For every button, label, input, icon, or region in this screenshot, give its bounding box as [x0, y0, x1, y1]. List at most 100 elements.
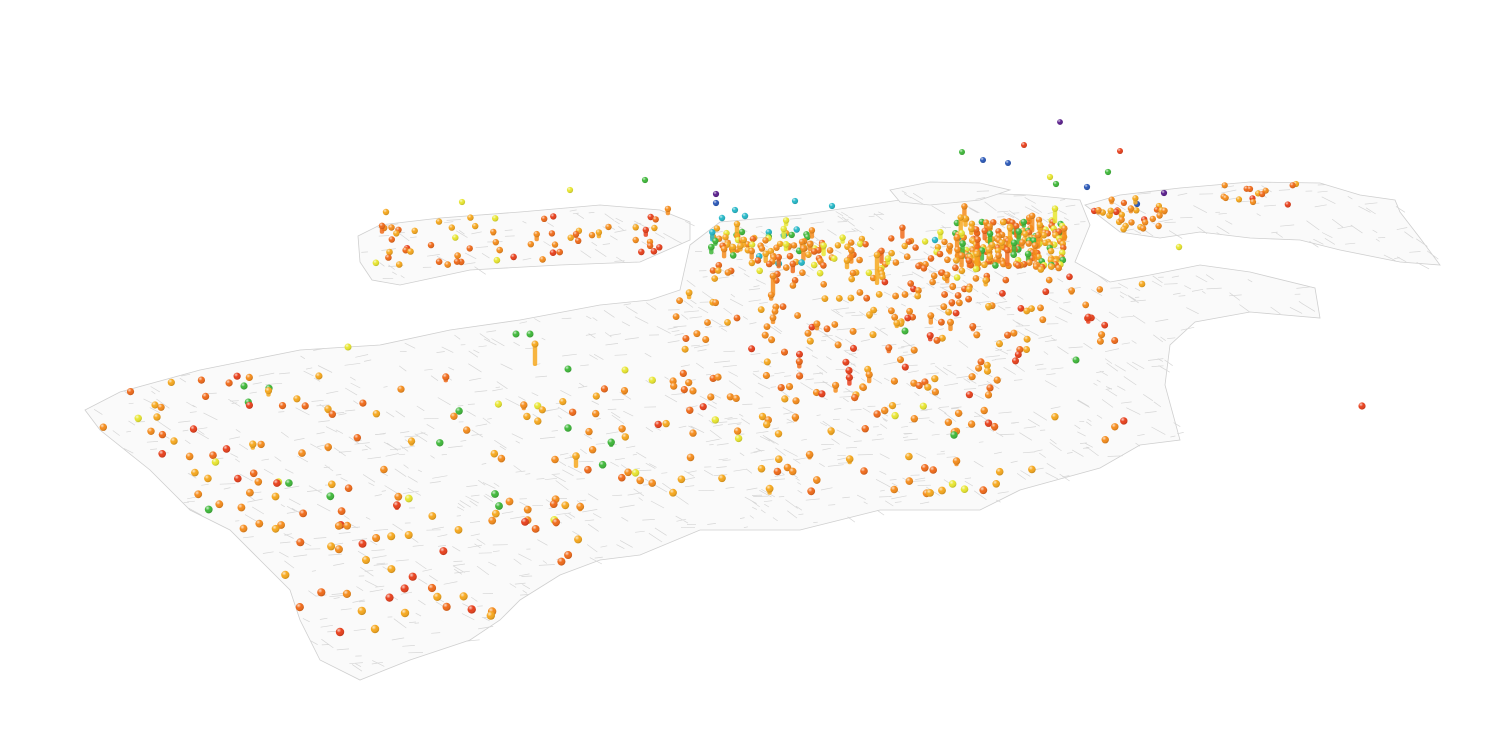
incident-marker	[984, 419, 993, 427]
marker-highlight	[713, 225, 721, 232]
marker-highlight	[699, 403, 707, 411]
incident-marker	[549, 249, 557, 256]
incident-marker	[890, 485, 898, 494]
incident-marker	[856, 289, 864, 296]
marker-highlight	[796, 372, 804, 380]
incident-marker	[763, 358, 771, 366]
marker-highlight	[1221, 182, 1228, 189]
incident-marker	[459, 592, 468, 601]
incident-marker	[738, 228, 746, 236]
incident-marker	[1120, 226, 1127, 233]
incident-marker	[910, 346, 918, 354]
marker-highlight	[1010, 239, 1018, 247]
incident-marker	[452, 234, 459, 241]
marker-highlight	[1015, 228, 1022, 235]
incident-marker	[411, 227, 418, 234]
marker-highlight	[357, 606, 366, 616]
incident-marker	[388, 224, 395, 231]
marker-highlight	[448, 224, 455, 231]
marker-highlight	[386, 248, 393, 256]
incident-marker	[733, 220, 741, 238]
incident-marker	[931, 375, 939, 383]
incident-marker	[1047, 247, 1055, 255]
marker-highlight	[618, 473, 626, 482]
marker-highlight	[651, 224, 658, 232]
marker-highlight	[791, 197, 799, 205]
incident-marker	[654, 420, 662, 429]
marker-highlight	[237, 503, 246, 512]
incident-marker	[564, 365, 572, 373]
incident-marker	[450, 412, 458, 420]
incident-marker	[1358, 402, 1366, 410]
marker-highlight	[605, 223, 612, 231]
marker-highlight	[996, 340, 1003, 348]
marker-highlight	[607, 438, 615, 446]
marker-highlight	[211, 458, 220, 466]
marker-highlight	[905, 477, 914, 485]
incident-marker	[780, 225, 787, 239]
marker-highlight	[621, 433, 629, 441]
marker-highlight	[1006, 224, 1014, 232]
marker-highlight	[953, 257, 960, 264]
marker-highlight	[873, 410, 881, 418]
marker-highlight	[757, 464, 766, 473]
marker-highlight	[427, 241, 435, 249]
marker-highlight	[1051, 413, 1059, 421]
marker-highlight	[820, 262, 827, 269]
incident-marker	[211, 458, 220, 466]
marker-highlight	[973, 250, 980, 258]
incident-marker	[646, 242, 654, 250]
incident-marker	[800, 245, 807, 261]
marker-highlight	[572, 231, 580, 238]
marker-highlight	[523, 412, 531, 421]
incident-marker	[712, 190, 720, 198]
incident-marker	[1014, 262, 1022, 269]
incident-marker	[857, 240, 864, 247]
incident-marker	[890, 377, 899, 385]
marker-highlight	[549, 500, 558, 508]
marker-highlight	[249, 469, 258, 478]
incident-marker	[948, 480, 957, 488]
incident-marker	[191, 468, 199, 477]
incident-marker	[1015, 228, 1022, 246]
incident-marker	[707, 393, 715, 401]
incident-marker	[983, 367, 992, 375]
incident-marker	[941, 291, 948, 298]
incident-marker	[353, 434, 361, 442]
incident-marker	[1120, 417, 1128, 425]
marker-highlight	[442, 373, 450, 381]
incident-marker	[433, 592, 442, 602]
marker-highlight	[961, 203, 968, 210]
incident-marker	[785, 383, 794, 391]
incident-marker	[598, 460, 607, 469]
marker-highlight	[1002, 276, 1010, 284]
marker-highlight	[921, 238, 929, 245]
incident-marker	[385, 254, 392, 261]
marker-highlight	[566, 186, 574, 194]
marker-highlight	[1111, 423, 1119, 431]
incident-marker	[741, 212, 749, 220]
marker-highlight	[720, 245, 728, 253]
marker-highlight	[907, 280, 914, 287]
marker-highlight	[679, 369, 687, 377]
marker-highlight	[1127, 205, 1135, 212]
marker-highlight	[1045, 276, 1053, 284]
marker-highlight	[151, 401, 159, 409]
marker-highlight	[621, 366, 629, 374]
marker-highlight	[541, 215, 548, 222]
incident-marker	[1058, 249, 1066, 256]
marker-highlight	[810, 261, 818, 269]
incident-marker	[538, 406, 546, 414]
incident-marker	[954, 246, 961, 257]
marker-highlight	[788, 231, 795, 239]
incident-marker	[715, 261, 723, 269]
incident-marker	[386, 248, 393, 256]
marker-highlight	[901, 363, 909, 371]
incident-marker	[1052, 180, 1060, 188]
marker-highlight	[568, 408, 577, 416]
marker-highlight	[830, 255, 838, 262]
marker-highlight	[974, 236, 981, 243]
marker-highlight	[496, 246, 504, 254]
